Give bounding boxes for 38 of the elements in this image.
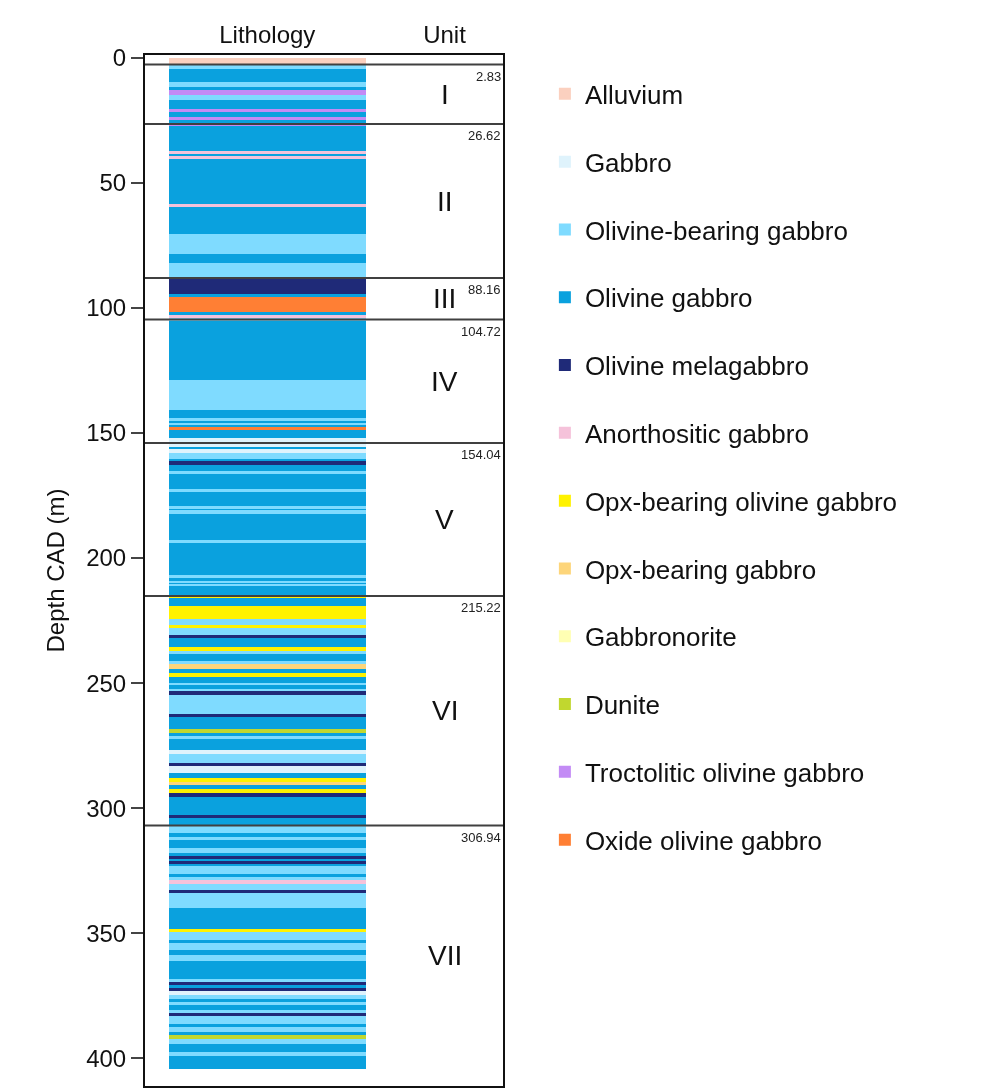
y-tick-label: 100 (86, 294, 127, 322)
annotation: IV (431, 366, 458, 397)
y-tick-label: 400 (86, 1044, 127, 1072)
y-tick-label: 50 (99, 169, 127, 197)
legend-label: Opx-bearing gabbro (584, 554, 817, 585)
legend-label: Olivine melagabbro (584, 351, 809, 382)
y-tick-label: 0 (112, 43, 127, 71)
ref-line-label: 88.16 (468, 282, 501, 297)
annotation: I (441, 79, 449, 110)
ref-line-label: 26.62 (468, 128, 501, 143)
x-tick-label: Lithology (219, 21, 316, 49)
legend-label: Anorthositic gabbro (584, 419, 809, 449)
legend-label: Olivine gabbro (584, 283, 753, 314)
y-tick-label: 250 (86, 669, 127, 697)
y-tick-label: 150 (86, 419, 127, 447)
legend-label: Opx-bearing olivine gabbro (584, 486, 898, 517)
annotation: VI (432, 695, 459, 726)
legend-label: Alluvium (584, 80, 684, 110)
legend-label: Gabbronorite (584, 622, 737, 653)
legend-label: Gabbro (584, 147, 672, 178)
annotation: III (433, 283, 457, 314)
y-tick-label: 200 (86, 544, 127, 572)
ref-line-label: 215.22 (461, 600, 501, 615)
ref-line-label: 306.94 (461, 830, 501, 845)
legend-label: Dunite (584, 690, 661, 721)
ref-line-label: 154.04 (461, 447, 501, 462)
ref-line-label: 2.83 (476, 69, 502, 84)
legend-label: Oxide olivine gabbro (584, 825, 822, 856)
ref-line-label: 104.72 (461, 324, 501, 339)
y-axis-title: Depth CAD (m) (41, 488, 69, 653)
annotation: VII (428, 940, 463, 971)
y-tick-label: 350 (86, 919, 127, 947)
annotation: V (435, 504, 454, 535)
legend-label: Troctolitic olivine gabbro (584, 758, 865, 789)
legend-label: Olivine-bearing gabbro (584, 215, 848, 246)
annotation: II (437, 186, 453, 217)
y-tick-label: 300 (86, 794, 127, 822)
x-tick-label: Unit (423, 21, 467, 49)
